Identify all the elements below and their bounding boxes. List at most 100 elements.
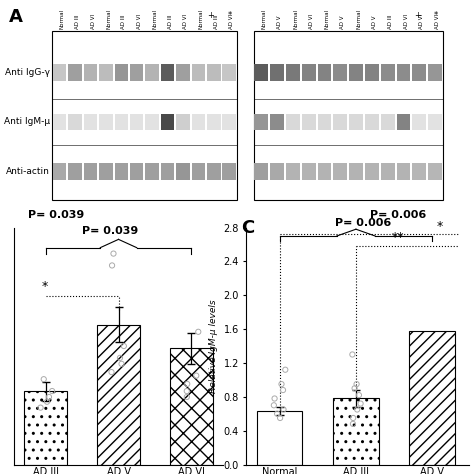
Bar (68, 163, 82, 180)
Text: P= 0.006: P= 0.006 (336, 218, 392, 228)
Bar (349, 64, 363, 81)
Bar (302, 163, 316, 180)
Bar (397, 64, 410, 81)
Bar (333, 64, 347, 81)
Bar (191, 114, 205, 130)
Point (192, 372, 200, 379)
Text: Normal: Normal (60, 9, 65, 28)
Bar (270, 64, 284, 81)
Text: AD III: AD III (214, 14, 219, 28)
Bar (412, 163, 426, 180)
Bar (333, 163, 347, 180)
Bar (255, 64, 268, 81)
Point (349, 420, 357, 428)
Bar (53, 64, 66, 81)
Text: AD VI: AD VI (137, 13, 142, 28)
Text: Normal: Normal (293, 9, 298, 28)
Bar (84, 163, 97, 180)
Point (279, 386, 287, 394)
Point (349, 414, 357, 422)
Point (282, 366, 289, 374)
Bar (318, 114, 331, 130)
Point (354, 406, 361, 413)
Text: AD III: AD III (121, 14, 127, 28)
Bar (397, 114, 410, 130)
Bar (318, 64, 331, 81)
Bar (333, 114, 347, 130)
Bar (333, 399, 379, 465)
Point (355, 392, 363, 399)
Point (348, 351, 356, 358)
Bar (255, 114, 268, 130)
Bar (99, 64, 113, 81)
Point (120, 342, 128, 350)
Bar (222, 163, 236, 180)
Bar (115, 64, 128, 81)
Bar (381, 114, 395, 130)
Bar (365, 64, 379, 81)
Text: Anti IgG-γ: Anti IgG-γ (5, 68, 50, 77)
Bar (146, 64, 159, 81)
Bar (191, 163, 205, 180)
Bar (161, 163, 174, 180)
Bar (115, 114, 128, 130)
Bar (207, 114, 220, 130)
Text: Normal: Normal (199, 9, 203, 28)
Bar (176, 163, 190, 180)
Point (183, 387, 191, 395)
Bar (130, 64, 144, 81)
Text: AD VI: AD VI (183, 13, 188, 28)
Text: AD V: AD V (372, 15, 377, 28)
Bar (68, 64, 82, 81)
Point (37, 404, 45, 411)
Text: Normal: Normal (152, 9, 157, 28)
Point (183, 380, 191, 388)
Bar (365, 114, 379, 130)
Bar (222, 64, 236, 81)
Bar (115, 163, 128, 180)
Bar (161, 64, 174, 81)
Text: Normal: Normal (325, 9, 330, 28)
Text: +: + (208, 11, 214, 20)
Bar (222, 114, 236, 130)
Bar (286, 163, 300, 180)
Bar (53, 114, 66, 130)
Text: AD III: AD III (75, 14, 80, 28)
Text: C: C (241, 219, 255, 237)
Text: AD VI: AD VI (404, 13, 409, 28)
Point (45, 393, 53, 401)
Point (353, 380, 360, 388)
Text: AD VI: AD VI (419, 13, 425, 28)
Bar (270, 114, 284, 130)
Bar (349, 163, 363, 180)
Bar (24, 391, 67, 465)
Bar (381, 64, 395, 81)
Text: **: ** (392, 231, 404, 245)
Point (43, 398, 51, 406)
Bar (191, 64, 205, 81)
Text: AD VI: AD VI (91, 13, 96, 28)
Bar (99, 163, 113, 180)
Bar (170, 348, 213, 465)
Point (183, 393, 191, 401)
Bar (302, 114, 316, 130)
Point (118, 360, 125, 368)
Bar (161, 114, 174, 130)
Text: AD V: AD V (340, 15, 346, 28)
Point (278, 380, 285, 388)
Point (280, 406, 287, 413)
Bar (52, 31, 237, 200)
Bar (53, 163, 66, 180)
Point (194, 328, 202, 336)
Point (40, 375, 47, 383)
Bar (176, 64, 190, 81)
Bar (286, 64, 300, 81)
Text: Normal: Normal (262, 9, 266, 28)
Text: Anti-actin: Anti-actin (6, 167, 50, 176)
Text: AD V: AD V (277, 15, 283, 28)
Bar (130, 163, 144, 180)
Y-axis label: Relative IgM-μ levels: Relative IgM-μ levels (209, 299, 218, 393)
Bar (397, 163, 410, 180)
Text: AD VI: AD VI (435, 13, 440, 28)
Point (276, 414, 284, 422)
